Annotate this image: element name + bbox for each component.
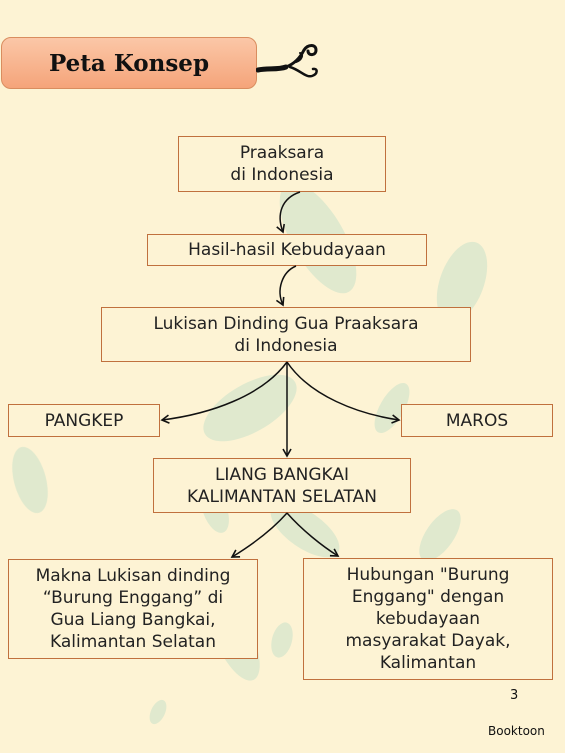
node-lukisan-dinding: Lukisan Dinding Gua Praaksara di Indones… [101, 307, 471, 362]
slide-title: Peta Konsep [1, 37, 257, 89]
brand-label: Booktoon [488, 724, 545, 738]
node-praaksara: Praaksara di Indonesia [178, 136, 386, 192]
page-number: 3 [510, 688, 519, 703]
decorative-swirl-icon [256, 44, 318, 78]
node-liang-bangkai: LIANG BANGKAI KALIMANTAN SELATAN [153, 458, 411, 513]
node-hubungan-burung: Hubungan "Burung Enggang" dengan kebuday… [303, 558, 553, 680]
node-maros: MAROS [401, 404, 553, 437]
node-pangkep: PANGKEP [8, 404, 160, 437]
node-makna-lukisan: Makna Lukisan dinding “Burung Enggang” d… [8, 559, 258, 659]
node-hasil-kebudayaan: Hasil-hasil Kebudayaan [147, 234, 427, 266]
